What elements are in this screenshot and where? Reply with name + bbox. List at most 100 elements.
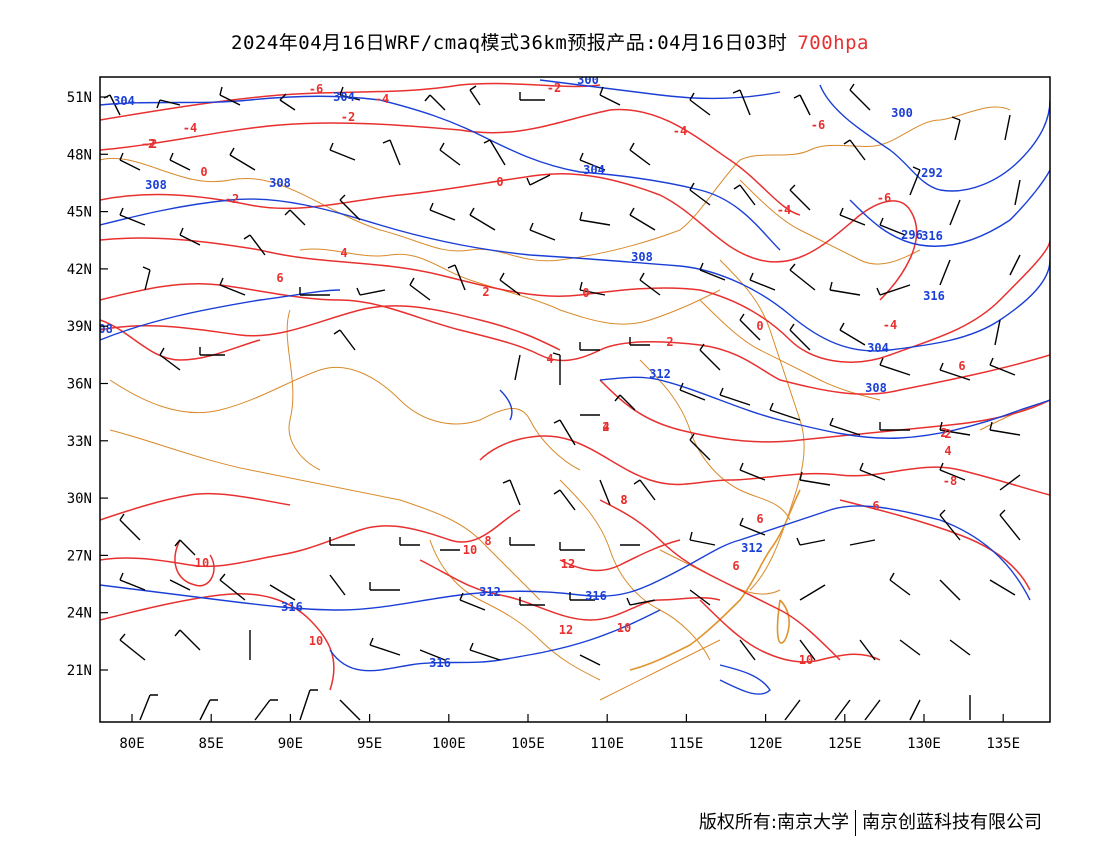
temperature-label: 2 [482, 285, 489, 299]
temperature-label: 10 [195, 556, 209, 570]
lon-label: 85E [199, 736, 224, 752]
geopotential-label: 308 [91, 322, 113, 336]
title-text: 2024年04月16日WRF/cmaq模式36km预报产品:04月16日03时 [231, 32, 788, 54]
geopotential-label: 304 [113, 94, 135, 108]
temperature-label: 6 [276, 271, 283, 285]
geopotential-label: 304 [333, 90, 355, 104]
geopotential-label: 300 [891, 106, 913, 120]
temperature-label: 2 [944, 427, 951, 441]
geopotential-label: 316 [281, 600, 303, 614]
pressure-level-label: 700hpa [797, 32, 869, 54]
temperature-label: -4 [673, 124, 687, 138]
lon-label: 125E [828, 736, 862, 752]
geopotential-label: 316 [429, 656, 451, 670]
temperature-label: -4 [777, 203, 791, 217]
lon-label: 110E [590, 736, 624, 752]
temperature-label: -4 [883, 318, 897, 332]
temperature-label: 0 [756, 319, 763, 333]
temperature-label: 4 [944, 444, 951, 458]
geopotential-label: 296 [901, 228, 923, 242]
lat-label: 45N [67, 205, 92, 221]
geopotential-label: 316 [585, 589, 607, 603]
geopotential-label: 312 [741, 541, 763, 555]
temperature-label: -2 [547, 81, 561, 95]
temperature-label: 6 [872, 499, 879, 513]
temperature-label: 4 [340, 246, 347, 260]
temperature-label: 12 [561, 557, 575, 571]
temperature-label: 8 [484, 534, 491, 548]
geopotential-label: 304 [867, 341, 889, 355]
longitude-axis: 80E 85E 90E 95E 100E 105E 110E 115E 120E 125E 130E… [119, 714, 1020, 752]
temperature-label: 12 [559, 623, 573, 637]
copyright-company: 南京创蓝科技有限公司 [862, 812, 1042, 833]
temperature-contours [100, 82, 1050, 691]
temperature-label: 0 [200, 165, 207, 179]
lon-label: 115E [670, 736, 704, 752]
temperature-label: -6 [811, 118, 825, 132]
temperature-label: -8 [943, 474, 957, 488]
geopotential-label: 308 [865, 381, 887, 395]
lat-label: 48N [67, 147, 92, 163]
latitude-axis: 51N 48N 45N 42N 39N 36N 33N 30N 27N 24N 21N [67, 90, 108, 679]
lat-label: 24N [67, 606, 92, 622]
political-borders [100, 106, 1050, 701]
lat-label: 51N [67, 90, 92, 106]
map-title: 2024年04月16日WRF/cmaq模式36km预报产品:04月16日03时 7… [0, 28, 1100, 55]
lat-label: 33N [67, 434, 92, 450]
geopotential-label: 304 [583, 163, 605, 177]
temperature-label: 2 [602, 420, 609, 434]
temperature-label: 10 [309, 634, 323, 648]
temperature-label: -2 [341, 110, 355, 124]
temperature-label: 2 [940, 426, 947, 440]
temperature-label: 2 [666, 335, 673, 349]
lat-label: 39N [67, 319, 92, 335]
temperature-label: -6 [877, 191, 891, 205]
geopotential-label: 312 [479, 585, 501, 599]
temperature-label: 0 [582, 286, 589, 300]
lat-label: 21N [67, 663, 92, 679]
temperature-label: 10 [799, 653, 813, 667]
temperature-label: -2 [141, 137, 155, 151]
geopotential-label: 316 [921, 229, 943, 243]
plot-frame [99, 76, 1051, 723]
temperature-label: -2 [143, 137, 157, 151]
temperature-label: 10 [463, 543, 477, 557]
temperature-label: 0 [496, 175, 503, 189]
lat-label: 27N [67, 548, 92, 564]
geopotential-value-labels: 304 304 300 308 308 304 308 300 304 308 292 296 312 3… [91, 73, 945, 670]
geopotential-label: 308 [145, 178, 167, 192]
geopotential-label: 316 [923, 289, 945, 303]
geopotential-label: 292 [921, 166, 943, 180]
lon-label: 130E [907, 736, 941, 752]
temperature-label: 6 [732, 559, 739, 573]
lat-label: 42N [67, 262, 92, 278]
geopotential-contours [100, 79, 1050, 695]
temperature-label: -4 [183, 121, 197, 135]
temperature-label: 8 [620, 493, 627, 507]
wind-barbs [103, 83, 1021, 721]
geopotential-label: 308 [631, 250, 653, 264]
temperature-label: 4 [546, 352, 553, 366]
lon-label: 90E [278, 736, 303, 752]
temperature-label: 10 [617, 621, 631, 635]
lon-label: 105E [511, 736, 545, 752]
temperature-label: 6 [958, 359, 965, 373]
coastline [629, 489, 801, 671]
copyright-footer: 版权所有:南京大学 南京创蓝科技有限公司 [699, 808, 1042, 836]
temperature-label: -6 [309, 82, 323, 96]
footer-divider [855, 810, 856, 836]
lat-label: 30N [67, 491, 92, 507]
geopotential-label: 308 [269, 176, 291, 190]
lon-label: 135E [986, 736, 1020, 752]
lon-label: 120E [749, 736, 783, 752]
geopotential-label: 312 [649, 367, 671, 381]
lon-label: 95E [357, 736, 382, 752]
temperature-label: -2 [225, 192, 239, 206]
temperature-value-labels: -6-4-2-4-2-2-4 -6-6-40-20246202042-4-8244… [141, 81, 966, 667]
geopotential-label: 300 [577, 73, 599, 87]
copyright-owner: 版权所有:南京大学 [698, 812, 849, 833]
lon-label: 80E [119, 736, 144, 752]
temperature-label: 4 [602, 420, 609, 434]
temperature-label: 8 [620, 493, 627, 507]
